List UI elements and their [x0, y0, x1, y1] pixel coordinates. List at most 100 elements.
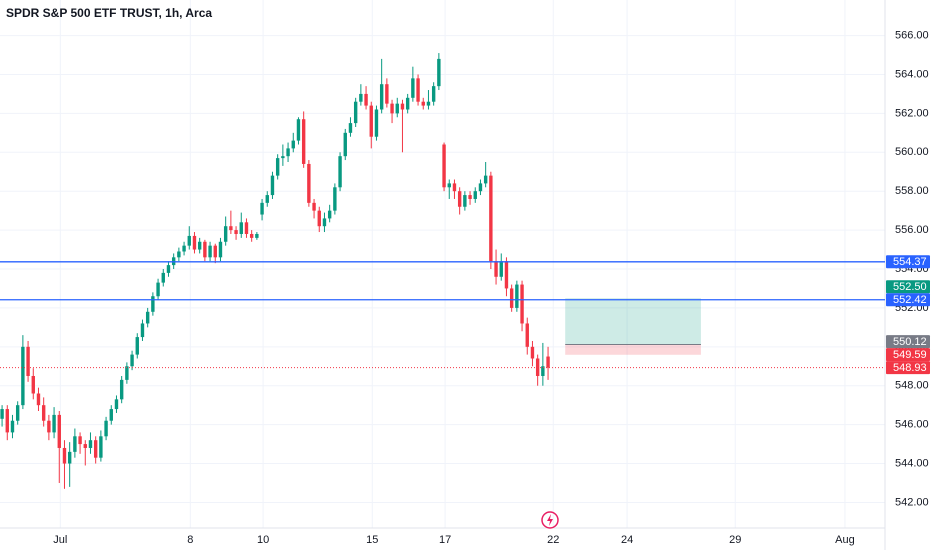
event-icon[interactable] — [541, 511, 559, 529]
x-tick-label: 17 — [439, 534, 451, 546]
x-tick-label: 29 — [729, 534, 741, 546]
candle-body — [125, 366, 129, 380]
candle-body — [416, 78, 420, 102]
candle-body — [21, 346, 25, 406]
candle-body — [255, 233, 259, 238]
candle-body — [468, 195, 472, 199]
candle-body — [208, 245, 212, 258]
candle-body — [177, 251, 181, 258]
candle-body — [483, 175, 488, 184]
candle-body — [5, 409, 9, 433]
y-tick-label: 544.00 — [895, 457, 929, 469]
candle-body — [442, 144, 446, 188]
candle-body — [244, 222, 249, 234]
candle-body — [99, 436, 103, 458]
candle-body — [489, 175, 493, 262]
candle-body — [504, 261, 509, 289]
candle-body — [218, 241, 223, 258]
y-tick-label: 562.00 — [895, 107, 929, 119]
y-tick-label: 548.00 — [895, 380, 929, 392]
candle-body — [541, 366, 545, 376]
candle-body — [301, 119, 306, 164]
candle-body — [431, 86, 436, 102]
candle-body — [317, 210, 321, 227]
candle-body — [234, 230, 238, 234]
candle-body — [327, 210, 332, 219]
candle-body — [93, 440, 98, 458]
candle-body — [369, 105, 373, 137]
candle-body — [62, 447, 67, 464]
candle-body — [41, 405, 46, 421]
price-badge — [886, 280, 930, 294]
x-tick-label: Aug — [835, 534, 855, 546]
candle-body — [281, 156, 285, 159]
candle-body — [338, 156, 342, 188]
event-icon-bolt — [547, 514, 553, 526]
candle-body — [494, 261, 498, 277]
candle-body — [166, 265, 171, 273]
target-zone — [565, 298, 701, 345]
candle-body — [359, 93, 363, 102]
price-badge-label: 549.59 — [893, 349, 927, 361]
y-tick-label: 564.00 — [895, 68, 929, 80]
x-tick-label: 15 — [366, 534, 378, 546]
candle-body — [197, 241, 202, 250]
candle-body — [343, 132, 347, 157]
candle-body — [270, 175, 275, 196]
candle-body — [530, 346, 535, 359]
candle-body — [509, 288, 514, 308]
candle-body — [374, 109, 379, 137]
candle-body — [130, 354, 134, 367]
candle-body — [452, 183, 457, 192]
price-badge — [886, 348, 930, 362]
stop-zone — [565, 344, 701, 355]
candle-body — [405, 97, 410, 110]
candle-body — [333, 187, 337, 211]
candle-body — [73, 436, 77, 452]
x-tick-label: 24 — [621, 534, 633, 546]
candle-body — [395, 103, 399, 114]
candle-body — [119, 379, 124, 400]
price-badge-label: 548.93 — [893, 362, 927, 374]
candle-body — [447, 183, 451, 188]
candle-body — [353, 101, 358, 124]
candle-body — [203, 241, 207, 258]
candle-body — [546, 356, 550, 368]
candle-body — [437, 58, 441, 87]
candle-body — [192, 235, 197, 250]
candle-body — [104, 420, 108, 437]
candle-body — [265, 195, 269, 203]
candle-body — [26, 346, 30, 376]
candle-body — [457, 191, 462, 207]
candle-body — [499, 261, 503, 277]
price-badge-label: 552.42 — [893, 294, 927, 306]
candle-body — [348, 123, 353, 133]
candle-body — [286, 148, 290, 157]
candle-body — [140, 323, 145, 338]
candle-body — [463, 195, 467, 207]
candle-body — [260, 202, 264, 215]
y-tick-label: 566.00 — [895, 29, 929, 41]
candle-body — [322, 218, 327, 227]
x-tick-label: 10 — [257, 534, 269, 546]
candle-body — [296, 119, 301, 141]
candle-body — [249, 233, 254, 238]
candle-body — [307, 163, 311, 203]
candle-body — [151, 296, 155, 312]
candle-body — [400, 103, 405, 110]
candle-body — [47, 420, 51, 433]
x-tick-label: 8 — [187, 534, 193, 546]
x-tick-label: 22 — [547, 534, 559, 546]
candle-body — [426, 101, 431, 106]
candle-body — [36, 393, 41, 406]
candle-body — [78, 436, 82, 445]
candle-body — [411, 78, 415, 98]
price-badge-label: 550.12 — [893, 336, 927, 348]
candle-body — [67, 451, 72, 464]
candle-body — [10, 420, 15, 433]
candle-body — [156, 282, 160, 297]
y-tick-label: 546.00 — [895, 419, 929, 431]
candle-body — [520, 284, 524, 324]
